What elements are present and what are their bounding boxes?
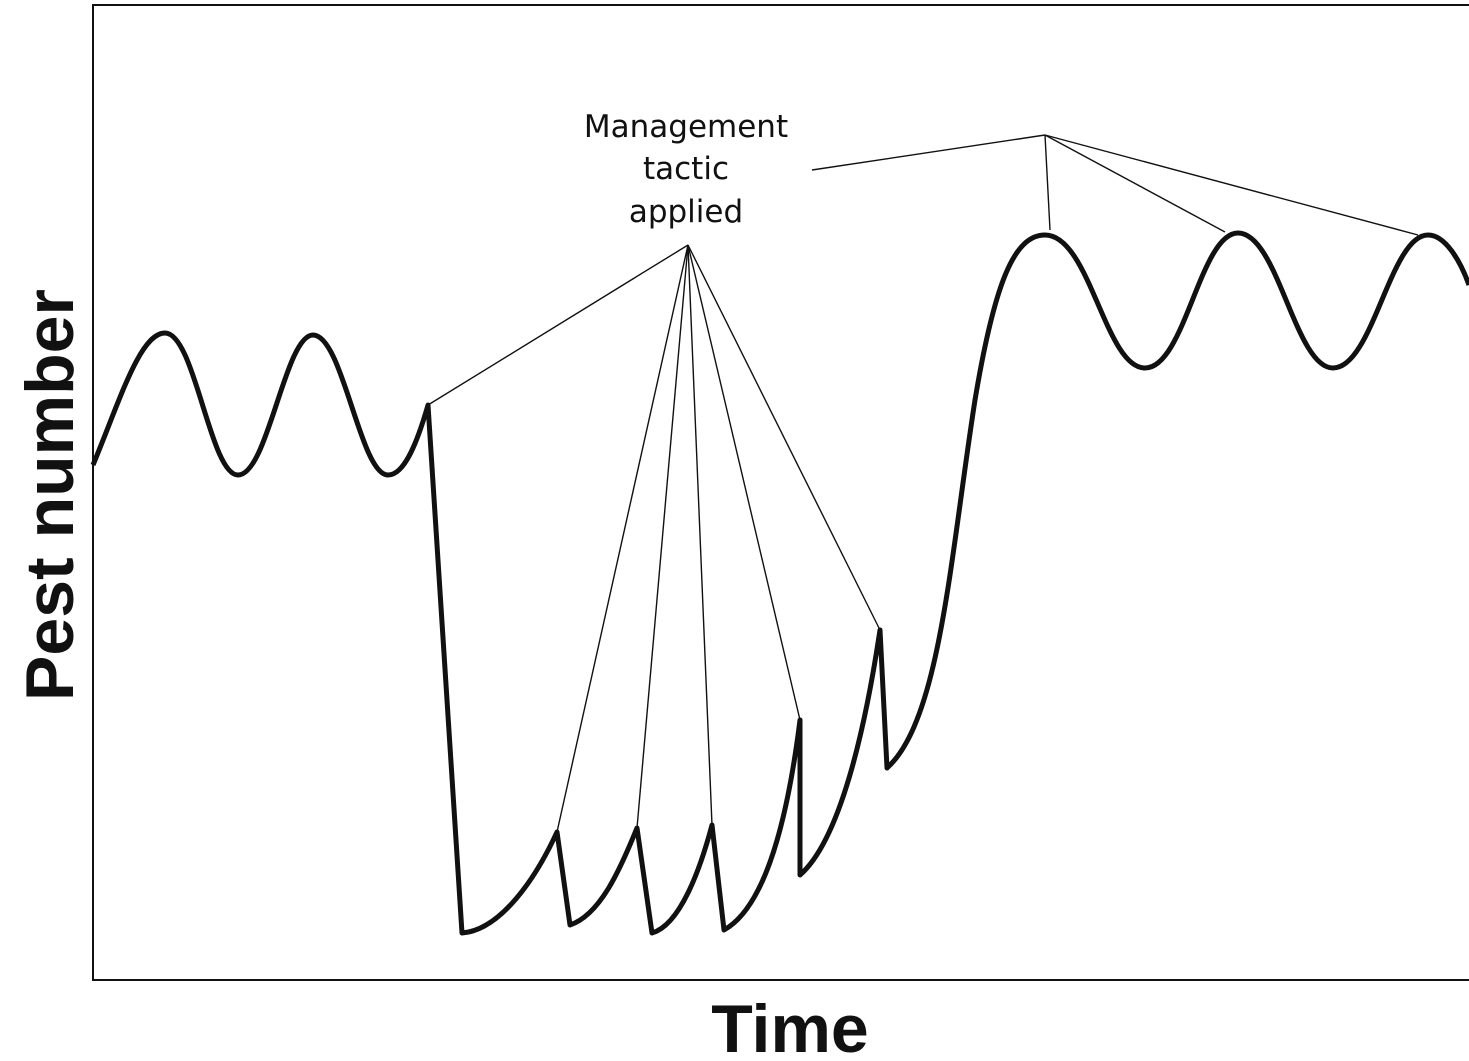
leader-line	[687, 244, 801, 721]
leader-line	[427, 244, 689, 406]
leader-line	[1044, 134, 1226, 233]
annotation-line: applied	[629, 194, 743, 230]
plot-frame	[92, 4, 1469, 981]
x-axis-label: Time	[711, 991, 868, 1061]
leader-line	[811, 134, 1046, 171]
leader-line	[556, 244, 689, 833]
pest-curve	[90, 230, 1469, 936]
leader-lines	[427, 134, 1419, 833]
y-axis-label: Pest number	[12, 289, 88, 701]
leader-line	[687, 244, 881, 631]
annotation-line: Management	[584, 109, 788, 145]
leader-line	[636, 244, 689, 829]
leader-line	[687, 244, 713, 826]
leader-line	[1044, 134, 1419, 236]
annotation-line: tactic	[643, 151, 729, 187]
leader-line	[1044, 134, 1051, 231]
